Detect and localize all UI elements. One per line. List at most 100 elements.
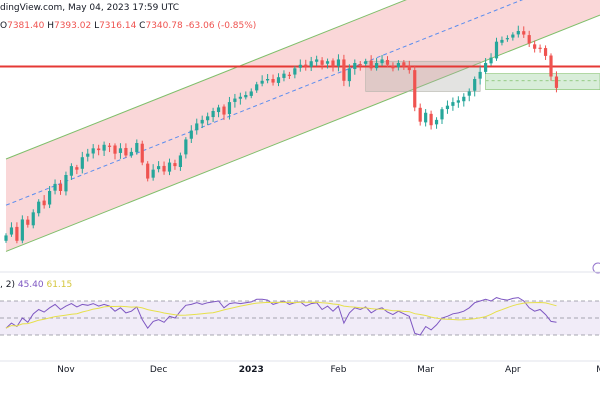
candle bbox=[353, 59, 357, 75]
candle bbox=[287, 71, 291, 79]
candle-body bbox=[167, 162, 172, 172]
candle bbox=[58, 179, 63, 195]
channel-fill bbox=[6, 0, 600, 252]
candle bbox=[140, 140, 144, 166]
candle bbox=[216, 104, 221, 118]
candle-body bbox=[9, 227, 14, 235]
candle-body bbox=[353, 63, 357, 70]
candle-body bbox=[543, 48, 548, 56]
candle bbox=[195, 118, 199, 135]
candle bbox=[124, 143, 128, 158]
candle bbox=[522, 26, 526, 38]
candle bbox=[227, 96, 232, 120]
close-label: C bbox=[139, 21, 146, 31]
candle bbox=[31, 209, 35, 229]
x-tick-label: Dec bbox=[150, 365, 167, 375]
candle-body bbox=[484, 63, 488, 72]
candle bbox=[129, 147, 133, 158]
rsi-legend: , 2) 45.40 61.15 bbox=[0, 280, 72, 290]
candle bbox=[527, 30, 531, 47]
candle bbox=[200, 115, 204, 129]
candle bbox=[369, 55, 373, 71]
candle bbox=[282, 70, 286, 82]
candle bbox=[543, 45, 548, 60]
candle bbox=[505, 35, 509, 42]
candle bbox=[538, 44, 542, 53]
candle-body bbox=[533, 44, 537, 49]
candle-body bbox=[364, 61, 368, 64]
candle-body bbox=[195, 123, 199, 131]
candle-body bbox=[140, 143, 144, 163]
candle-body bbox=[184, 139, 188, 155]
candle-body bbox=[549, 55, 553, 77]
candle bbox=[429, 110, 433, 130]
candle-body bbox=[315, 59, 319, 62]
candle-body bbox=[69, 166, 73, 176]
chart-header: dingView.com, May 04, 2023 17:59 UTC bbox=[0, 0, 600, 18]
candle bbox=[135, 139, 139, 155]
candle-body bbox=[505, 38, 509, 40]
candle bbox=[260, 75, 264, 87]
low-label: L bbox=[94, 21, 100, 31]
candle-body bbox=[429, 113, 433, 126]
candle-body bbox=[53, 183, 57, 191]
open-label: O bbox=[0, 21, 8, 31]
time-axis: Nov Dec 2023 Feb Mar Apr May bbox=[0, 360, 600, 375]
candle bbox=[473, 76, 477, 97]
candle bbox=[424, 109, 428, 127]
candle bbox=[53, 179, 57, 195]
candle bbox=[494, 37, 499, 61]
candle-body bbox=[451, 102, 455, 106]
candle bbox=[484, 58, 488, 75]
candle bbox=[364, 58, 368, 67]
candle bbox=[500, 36, 504, 46]
candle bbox=[173, 159, 177, 170]
channel-upper-line bbox=[5, 0, 407, 160]
candle bbox=[249, 88, 253, 99]
candle bbox=[15, 222, 19, 244]
candle-body bbox=[157, 166, 161, 170]
candle bbox=[107, 143, 112, 153]
candle-body bbox=[107, 145, 112, 147]
candle-body bbox=[31, 212, 35, 226]
candle-body bbox=[124, 147, 128, 156]
candle-body bbox=[135, 143, 139, 153]
candle-body bbox=[494, 41, 499, 59]
candle-body bbox=[118, 148, 123, 153]
candle bbox=[157, 161, 161, 173]
x-tick-label: Apr bbox=[505, 365, 521, 375]
candle bbox=[266, 74, 270, 84]
candle-body bbox=[37, 201, 41, 214]
candle bbox=[26, 216, 30, 228]
candle bbox=[336, 54, 341, 72]
candle-body bbox=[478, 71, 482, 79]
candle-body bbox=[15, 226, 19, 241]
candle bbox=[440, 107, 444, 124]
candle bbox=[467, 88, 471, 102]
x-tick-label: Nov bbox=[57, 365, 75, 375]
candle bbox=[489, 53, 493, 66]
candle-body bbox=[206, 116, 210, 121]
candle-body bbox=[304, 64, 308, 67]
x-tick-label: 2023 bbox=[239, 365, 264, 375]
candle-body bbox=[102, 144, 106, 151]
candle bbox=[162, 161, 166, 175]
candle bbox=[271, 74, 275, 86]
rsi-panel[interactable] bbox=[0, 271, 600, 336]
candle-body bbox=[189, 130, 193, 139]
candle-body bbox=[233, 98, 237, 102]
channel-midline bbox=[5, 0, 524, 206]
candle-body bbox=[4, 235, 8, 241]
candle bbox=[206, 112, 210, 126]
price-panel[interactable] bbox=[0, 0, 600, 274]
candle-body bbox=[462, 96, 466, 102]
candle-body bbox=[249, 91, 253, 96]
alert-circle-icon bbox=[592, 262, 600, 274]
candle bbox=[511, 32, 515, 41]
candle-body bbox=[298, 64, 302, 68]
candle bbox=[315, 55, 319, 67]
close-value: 7340.78 bbox=[145, 21, 183, 31]
candle-body bbox=[86, 153, 90, 157]
candle-body bbox=[320, 60, 324, 65]
